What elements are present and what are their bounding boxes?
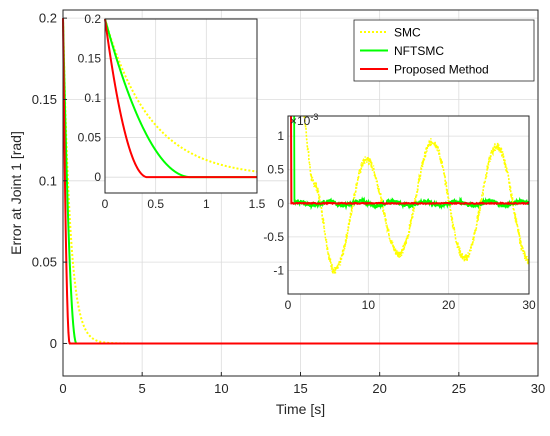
x-axis-label: Time [s] <box>276 401 325 417</box>
inset-zoom-y-tick-label: 0 <box>94 170 101 184</box>
y-axis-label: Error at Joint 1 [rad] <box>8 131 24 255</box>
legend-label-smc: SMC <box>394 26 421 40</box>
inset-steady-y-tick-label: -1 <box>273 263 284 277</box>
inset-zoom-x-tick-label: 0.5 <box>147 197 164 211</box>
inset-steady-x-tick-label: 30 <box>522 298 536 312</box>
main-y-tick-label: 0.1 <box>39 173 57 188</box>
main-y-tick-label: 0.15 <box>32 92 57 107</box>
main-x-tick-label: 25 <box>452 381 466 396</box>
legend-items: SMC NFTSMC Proposed Method <box>360 26 489 77</box>
main-y-tick-label: 0.2 <box>39 11 57 26</box>
y-exponent-power: -3 <box>310 112 318 122</box>
inset-steady-series-proposed-method <box>290 116 529 206</box>
legend-label-nftsmc: NFTSMC <box>394 44 444 58</box>
inset-zoom-ticks: 0 0.5 1 1.5 0 0.05 0.1 0.15 0.2 <box>78 12 266 211</box>
inset-zoom-background <box>105 19 257 193</box>
main-y-tick-label: 0.05 <box>32 255 57 270</box>
inset-zoom-x-tick-label: 0 <box>102 197 109 211</box>
inset-zoom-plot: 0 0.5 1 1.5 0 0.05 0.1 0.15 0.2 <box>78 12 266 211</box>
legend-label-proposed-method: Proposed Method <box>394 63 489 77</box>
inset-steady-y-tick-label: 0.5 <box>267 163 284 177</box>
main-series-proposed-method <box>62 18 538 345</box>
inset-steady-x-tick-label: 20 <box>442 298 456 312</box>
main-series <box>62 18 538 345</box>
main-x-tick-label: 30 <box>531 381 545 396</box>
inset-zoom-series <box>104 18 258 179</box>
inset-zoom-series-smc <box>104 18 258 173</box>
main-x-tick-label: 15 <box>293 381 307 396</box>
main-y-tick-label: 0 <box>50 336 57 351</box>
inset-zoom-y-tick-label: 0.1 <box>84 91 101 105</box>
inset-zoom-x-tick-label: 1 <box>203 197 210 211</box>
inset-steady-series-smc <box>303 116 529 275</box>
inset-steady-y-tick-label: -0.5 <box>263 230 284 244</box>
main-x-tick-label: 0 <box>59 381 66 396</box>
y-exponent-label: ×10-3 <box>290 112 318 128</box>
inset-steady-plot: 0 10 20 30 -1 -0.5 0 0.5 1 ×10-3 <box>263 112 536 312</box>
main-x-tick-label: 10 <box>214 381 228 396</box>
main-x-tick-label: 5 <box>139 381 146 396</box>
inset-steady-y-tick-label: 1 <box>277 129 284 143</box>
inset-steady-ticks: 0 10 20 30 -1 -0.5 0 0.5 1 <box>263 129 536 312</box>
legend: SMC NFTSMC Proposed Method <box>353 19 535 82</box>
inset-zoom-y-tick-label: 0.2 <box>84 12 101 26</box>
y-exponent-base: ×10 <box>290 114 311 128</box>
main-x-tick-label: 20 <box>372 381 386 396</box>
inset-zoom-series-proposed-method <box>104 18 257 179</box>
inset-steady-x-tick-label: 0 <box>285 298 292 312</box>
inset-zoom-y-tick-label: 0.05 <box>78 131 102 145</box>
inset-zoom-y-tick-label: 0.15 <box>78 52 102 66</box>
inset-zoom-x-tick-label: 1.5 <box>249 197 266 211</box>
inset-steady-x-tick-label: 10 <box>362 298 376 312</box>
inset-zoom-frame <box>104 18 258 194</box>
inset-steady-y-tick-label: 0 <box>277 196 284 210</box>
inset-steady-series <box>290 116 529 275</box>
inset-steady-frame <box>287 115 530 295</box>
